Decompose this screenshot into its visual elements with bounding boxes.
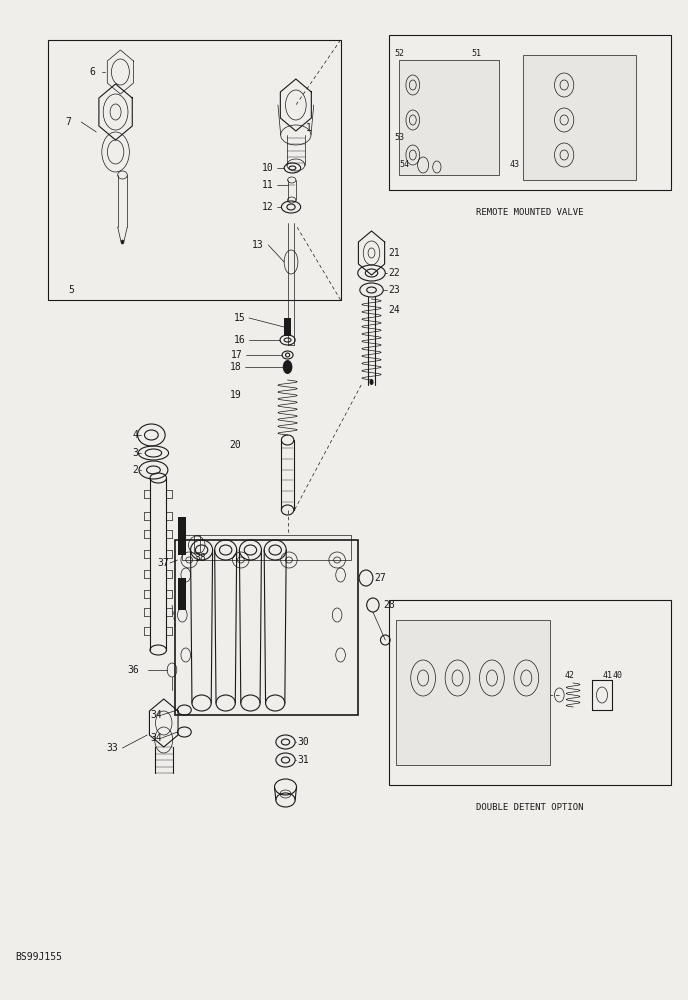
Text: 2: 2 bbox=[133, 465, 139, 475]
Text: 11: 11 bbox=[262, 180, 274, 190]
Text: 5: 5 bbox=[69, 285, 75, 295]
Bar bbox=[523, 55, 636, 180]
Text: BS99J155: BS99J155 bbox=[15, 952, 62, 962]
Text: 18: 18 bbox=[230, 362, 241, 372]
Bar bbox=[178, 517, 186, 555]
Text: 1: 1 bbox=[305, 123, 312, 133]
Bar bbox=[178, 578, 186, 610]
Text: 36: 36 bbox=[127, 665, 139, 675]
Text: DOUBLE DETENT OPTION: DOUBLE DETENT OPTION bbox=[476, 803, 583, 812]
Ellipse shape bbox=[369, 379, 374, 385]
Text: 22: 22 bbox=[389, 268, 400, 278]
Text: 30: 30 bbox=[297, 737, 309, 747]
Text: 7: 7 bbox=[65, 117, 72, 127]
Bar bbox=[389, 600, 671, 785]
Text: 33: 33 bbox=[107, 743, 118, 753]
Text: 19: 19 bbox=[230, 390, 241, 400]
Bar bbox=[396, 620, 550, 765]
Text: 42: 42 bbox=[565, 670, 575, 680]
Text: 17: 17 bbox=[231, 350, 243, 360]
Text: 21: 21 bbox=[389, 248, 400, 258]
Text: 34: 34 bbox=[150, 733, 162, 743]
Bar bbox=[194, 535, 200, 552]
Text: 4: 4 bbox=[133, 430, 139, 440]
Text: 34: 34 bbox=[150, 710, 162, 720]
Text: 28: 28 bbox=[383, 600, 395, 610]
Text: 16: 16 bbox=[234, 335, 246, 345]
Text: 52: 52 bbox=[394, 48, 405, 57]
Bar bbox=[399, 60, 499, 175]
Text: 41: 41 bbox=[603, 670, 613, 680]
Text: 12: 12 bbox=[262, 202, 274, 212]
Bar bbox=[182, 535, 351, 560]
Text: 27: 27 bbox=[374, 573, 386, 583]
Text: 24: 24 bbox=[389, 305, 400, 315]
Text: 6: 6 bbox=[89, 67, 96, 77]
Text: 38: 38 bbox=[194, 553, 206, 563]
Text: 37: 37 bbox=[157, 558, 169, 568]
Text: 23: 23 bbox=[389, 285, 400, 295]
Bar bbox=[48, 40, 341, 300]
Text: 53: 53 bbox=[394, 133, 405, 142]
Text: 51: 51 bbox=[471, 48, 482, 57]
Bar bbox=[389, 35, 671, 190]
Text: 54: 54 bbox=[399, 160, 409, 169]
Text: 40: 40 bbox=[613, 670, 623, 680]
Text: 31: 31 bbox=[297, 755, 309, 765]
Text: 13: 13 bbox=[252, 240, 264, 250]
Text: 20: 20 bbox=[230, 440, 241, 450]
Bar bbox=[284, 318, 291, 336]
Text: 15: 15 bbox=[234, 313, 246, 323]
Ellipse shape bbox=[283, 360, 292, 374]
Text: 43: 43 bbox=[509, 160, 519, 169]
Ellipse shape bbox=[121, 240, 124, 244]
Bar bbox=[175, 540, 358, 715]
Text: REMOTE MOUNTED VALVE: REMOTE MOUNTED VALVE bbox=[476, 208, 583, 217]
Text: 10: 10 bbox=[262, 163, 274, 173]
Text: 3: 3 bbox=[133, 448, 139, 458]
